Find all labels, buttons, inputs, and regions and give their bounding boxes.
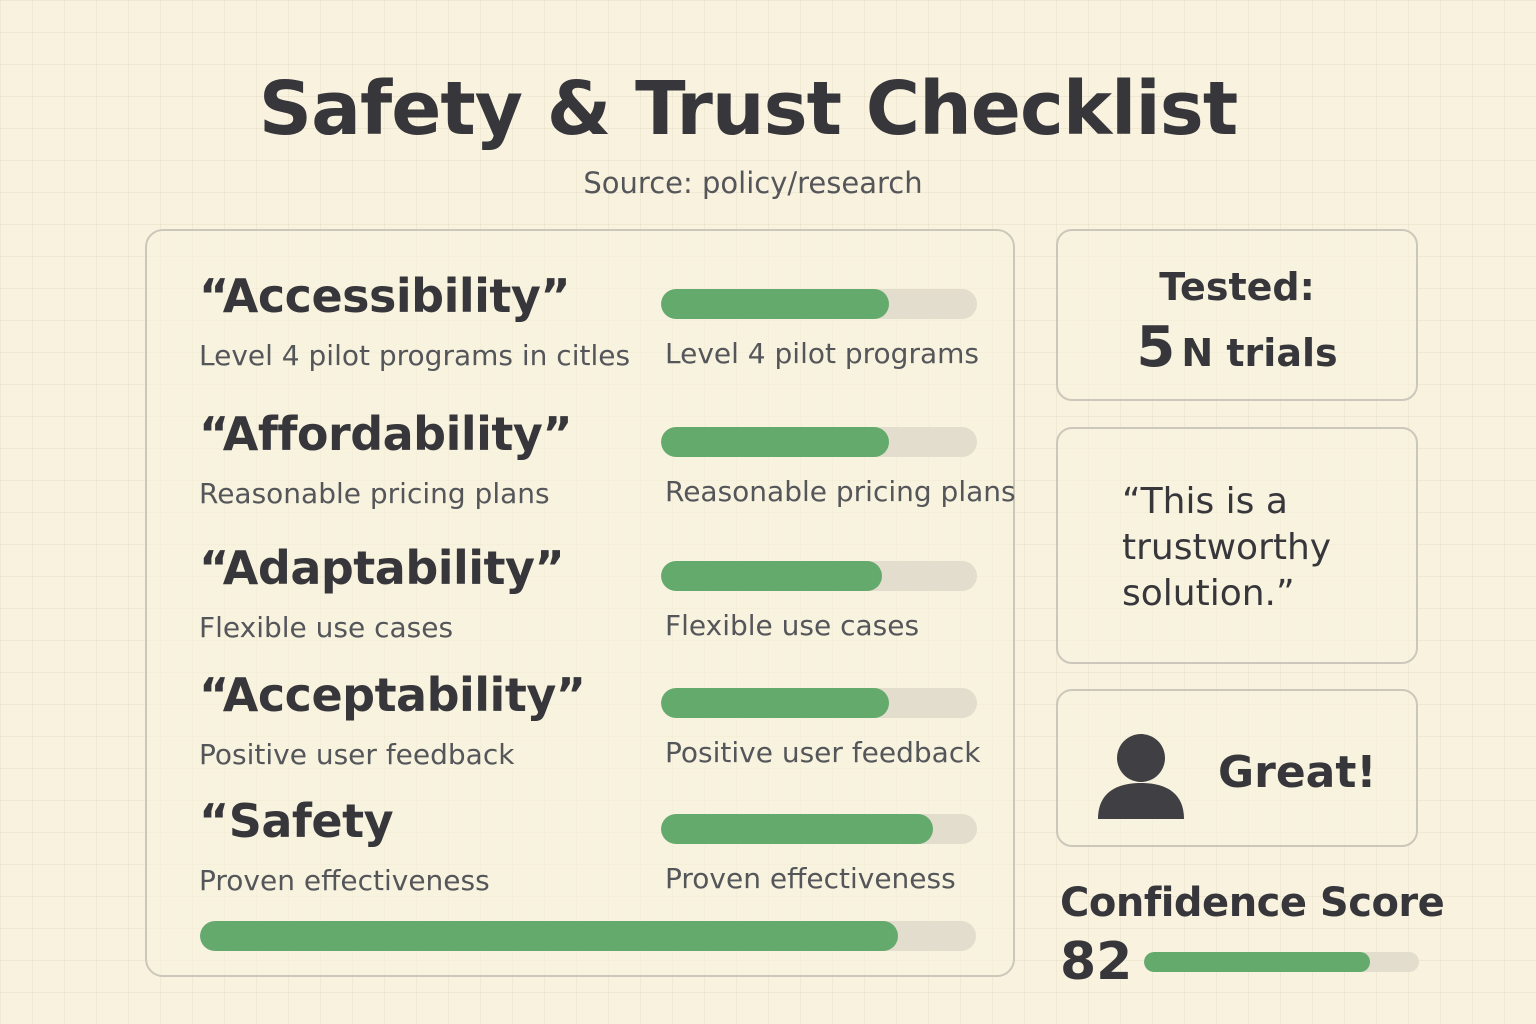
progress-bar [661,289,977,319]
overall-progress-fill [200,921,899,951]
checklist-item-affordability: “Affordability” Reasonable pricing plans… [147,407,1016,527]
progress-bar-label: Positive user feedback [665,736,981,769]
checklist-item-acceptability: “Acceptability” Positive user feedback P… [147,668,1013,788]
page-title: Safety & Trust Checklist [258,66,1238,152]
checklist-item-title: “Accessibility” [199,269,571,323]
progress-bar [661,427,977,457]
confidence-value: 82 [1060,932,1133,992]
checklist-panel: “Accessibility” Level 4 pilot programs i… [145,229,1016,977]
reaction-text: Great! [1218,747,1377,798]
checklist-item-adaptability: “Adaptability” Flexible use cases Flexib… [147,541,1013,661]
progress-fill [661,688,889,718]
checklist-item-title: “Affordability” [199,407,573,461]
checklist-item-accessibility: “Accessibility” Level 4 pilot programs i… [147,269,1013,389]
overall-progress-bar [200,921,976,951]
progress-bar [661,814,977,844]
tested-label: Tested: [1159,265,1315,309]
progress-fill [661,814,933,844]
progress-fill [661,427,889,457]
confidence-progress-bar [1144,952,1419,972]
checklist-item-safety: “Safety Proven effectiveness Proven effe… [147,794,1013,914]
progress-bar-label: Level 4 pilot programs [665,337,979,370]
progress-bar-label: Reasonable pricing plans [665,475,1016,508]
person-icon [1098,734,1184,819]
confidence-progress-fill [1144,952,1370,972]
checklist-item-title: “Safety [199,794,394,848]
progress-bar-label: Proven effectiveness [665,862,956,895]
checklist-item-description: Positive user feedback [199,738,515,771]
confidence-label: Confidence Score [1060,880,1445,926]
progress-fill [661,561,883,591]
reaction-card: Great! [1056,689,1418,847]
source-subtitle: Source: policy/research [583,166,923,200]
tested-count: 5 [1136,315,1176,380]
progress-bar-label: Flexible use cases [665,609,920,642]
checklist-item-description: Flexible use cases [199,611,454,644]
testimonial-quote: “This is a trustworthy solution.” [1122,481,1332,614]
progress-bar [661,688,977,718]
checklist-item-description: Reasonable pricing plans [199,477,550,510]
checklist-item-description: Level 4 pilot programs in citles [199,339,631,372]
progress-bar [661,561,977,591]
checklist-item-title: “Acceptability” [199,668,586,722]
checklist-item-title: “Adaptability” [199,541,565,595]
progress-fill [661,289,889,319]
tested-unit: N trials [1181,331,1338,375]
checklist-item-description: Proven effectiveness [199,864,490,897]
quote-card: “This is a trustworthy solution.” [1056,427,1418,664]
